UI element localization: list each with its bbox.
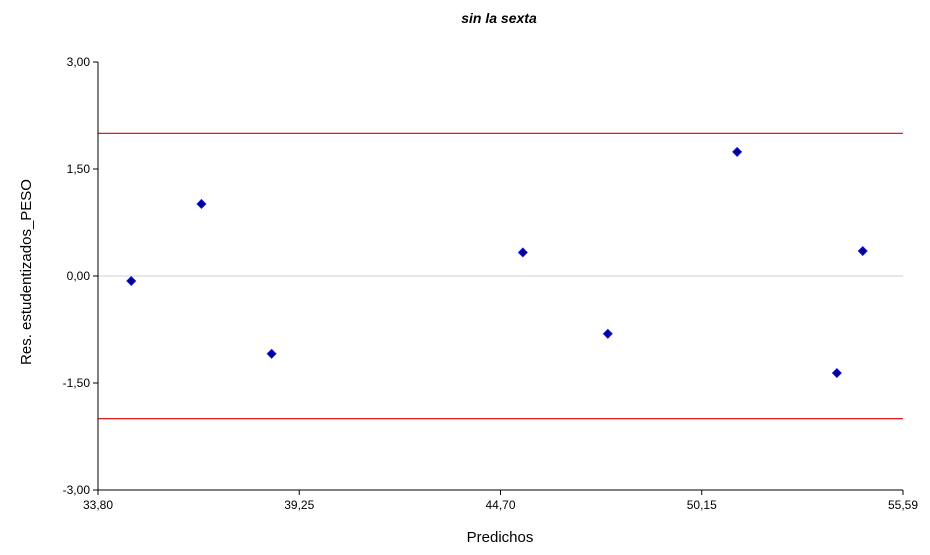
data-point-4: [602, 328, 613, 339]
data-points: [126, 146, 868, 379]
y-tick-label: 3,00: [67, 55, 91, 69]
data-point-2: [266, 348, 277, 359]
y-tick-label: -3,00: [63, 483, 91, 497]
data-point-0: [126, 275, 137, 287]
data-point-6: [831, 367, 842, 379]
data-point-1: [196, 198, 207, 210]
x-tick-label: 44,70: [485, 498, 515, 512]
x-axis-label: Predichos: [467, 529, 534, 546]
x-tick-label: 55,59: [888, 498, 918, 512]
reference-lines: [98, 132, 903, 420]
x-tick-label: 50,15: [687, 498, 717, 512]
y-axis-label: Res. estudentizados_PESO: [18, 179, 35, 365]
chart-title: sin la sexta: [461, 10, 537, 26]
data-point-5: [732, 146, 743, 157]
x-tick-label: 39,25: [284, 498, 314, 512]
y-tick-label: 1,50: [67, 162, 91, 176]
data-point-7: [857, 245, 868, 257]
y-ticks: 3,00 1,50 0,00 -1,50 -3,00: [63, 55, 98, 497]
x-ticks: 33,80 39,25 44,70 50,15 55,59: [83, 490, 918, 512]
y-tick-label: 0,00: [67, 269, 91, 283]
x-tick-label: 33,80: [83, 498, 113, 512]
y-tick-label: -1,50: [63, 376, 91, 390]
data-point-3: [517, 247, 528, 258]
